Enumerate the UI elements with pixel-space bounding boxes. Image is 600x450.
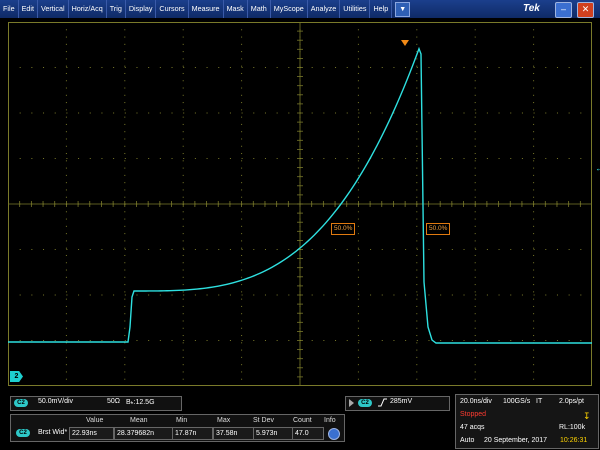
rising-edge-icon (378, 398, 387, 407)
col-header-stdev: St Dev (253, 417, 275, 424)
measurement-mean: 28.379682n (114, 427, 173, 440)
date: 20 September, 2017 (484, 437, 548, 444)
close-button[interactable]: ✕ (577, 2, 594, 18)
run-state: Stopped (460, 411, 487, 418)
menu-horiz-acq[interactable]: Horiz/Acq (69, 0, 107, 18)
menu-display[interactable]: Display (126, 0, 157, 18)
col-header-info: Info (324, 417, 336, 424)
channel-2-ground-marker[interactable]: 2 (10, 371, 23, 382)
measurement-stdev: 5.973n (253, 427, 293, 440)
trigger-level-arrow-icon[interactable]: ← (595, 163, 600, 173)
trigger-position-marker[interactable] (401, 40, 409, 46)
single-sequence-icon: ↧ (583, 411, 591, 421)
col-header-value: Value (86, 417, 104, 424)
tek-logo: Tek (523, 3, 540, 14)
menu-help[interactable]: Help (370, 0, 393, 18)
measure-tag-rise: 50.0% (331, 223, 356, 235)
measurement-max: 37.58n (213, 427, 254, 440)
menu-utilities[interactable]: Utilities (340, 0, 371, 18)
input-impedance: 50Ω (107, 398, 121, 405)
acquisition-count: 47 acqs (460, 424, 485, 431)
sample-rate: 100GS/s (503, 398, 531, 405)
trigger-level: 285mV (390, 398, 413, 405)
channel-settings-box[interactable] (10, 396, 182, 411)
col-header-count: Count (293, 417, 312, 424)
resolution: 2.0ps/pt (559, 398, 584, 405)
menu-edit[interactable]: Edit (19, 0, 38, 18)
measurement-channel-badge: C2 (16, 429, 30, 437)
waveform-trace (8, 46, 592, 344)
menu-file[interactable]: File (0, 0, 19, 18)
measurement-min: 17.87n (172, 427, 213, 440)
measurement-count: 47.0 (292, 427, 324, 440)
record-length: RL:100k (559, 424, 586, 431)
menu-cursors[interactable]: Cursors (156, 0, 189, 18)
measurement-value: 22.93ns (69, 427, 114, 440)
menu-trig[interactable]: Trig (107, 0, 126, 18)
menu-bar: File Edit Vertical Horiz/Acq Trig Displa… (0, 0, 600, 18)
col-header-min: Min (176, 417, 188, 424)
time: 10:26:31 (560, 437, 588, 444)
waveform-display[interactable]: ← 2 50.0% 50.0% (8, 22, 600, 386)
menu-mask[interactable]: Mask (224, 0, 248, 18)
channel-badge: C2 (14, 399, 28, 407)
menu-vertical[interactable]: Vertical (38, 0, 69, 18)
trigger-channel-badge: C2 (358, 399, 372, 407)
timebase: 20.0ns/div (460, 398, 492, 405)
acquisition-status-panel[interactable] (455, 394, 599, 449)
col-header-max: Max (217, 417, 231, 424)
vertical-scale: 50.0mV/div (38, 398, 74, 405)
bandwidth-limit: Bₕ:12.5G (126, 399, 155, 406)
chevron-down-icon[interactable]: ▼ (395, 1, 411, 17)
info-icon[interactable] (328, 428, 340, 440)
graticule (8, 22, 592, 386)
acq-mode: IT (536, 398, 543, 405)
measurement-name[interactable]: Brst Wid* (38, 429, 68, 436)
measure-tag-fall: 50.0% (426, 223, 451, 235)
trigger-source-arrow-icon (349, 399, 354, 407)
trigger-mode: Auto (460, 437, 475, 444)
menu-analyze[interactable]: Analyze (308, 0, 341, 18)
menu-measure[interactable]: Measure (189, 0, 224, 18)
minimize-button[interactable]: – (555, 2, 572, 18)
menu-math[interactable]: Math (248, 0, 271, 18)
menu-myscope[interactable]: MyScope (271, 0, 308, 18)
col-header-mean: Mean (130, 417, 148, 424)
